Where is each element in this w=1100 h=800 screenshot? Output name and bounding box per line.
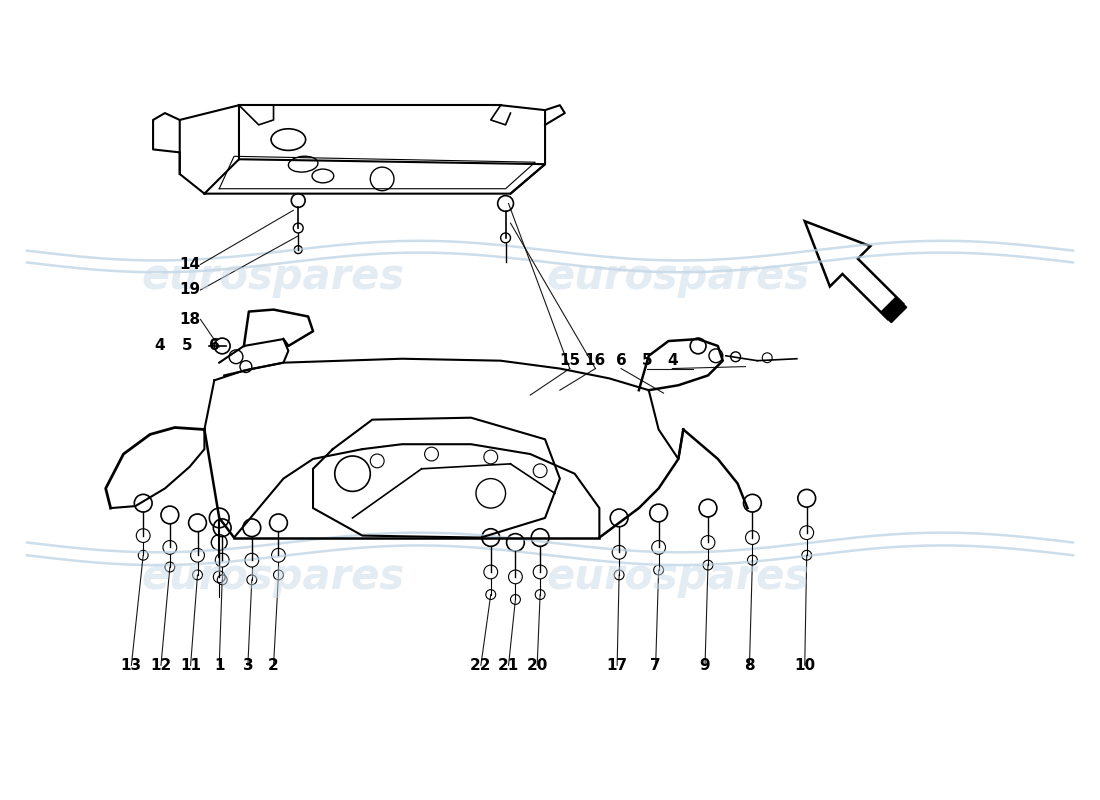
Text: 20: 20 [527, 658, 548, 673]
Text: 6: 6 [209, 338, 220, 354]
Text: 5: 5 [182, 338, 192, 354]
Text: 14: 14 [179, 257, 200, 272]
Text: 16: 16 [585, 353, 606, 368]
Text: 2: 2 [268, 658, 279, 673]
Text: 4: 4 [155, 338, 165, 354]
Text: 6: 6 [616, 353, 627, 368]
Text: 17: 17 [606, 658, 628, 673]
Polygon shape [881, 297, 906, 322]
Text: 4: 4 [667, 353, 678, 368]
Text: 3: 3 [243, 658, 253, 673]
Text: 15: 15 [559, 353, 581, 368]
Text: 12: 12 [151, 658, 172, 673]
Text: 7: 7 [650, 658, 661, 673]
Text: 9: 9 [700, 658, 711, 673]
Text: eurospares: eurospares [547, 556, 810, 598]
Text: 1: 1 [214, 658, 224, 673]
Text: 19: 19 [179, 282, 200, 298]
Text: eurospares: eurospares [142, 256, 405, 298]
Text: eurospares: eurospares [142, 556, 405, 598]
Text: eurospares: eurospares [547, 256, 810, 298]
Text: 21: 21 [498, 658, 519, 673]
Text: 10: 10 [794, 658, 815, 673]
Text: 22: 22 [470, 658, 492, 673]
Text: 5: 5 [641, 353, 652, 368]
Text: 18: 18 [179, 312, 200, 327]
Text: 8: 8 [744, 658, 755, 673]
Text: 11: 11 [180, 658, 201, 673]
Text: 13: 13 [121, 658, 142, 673]
